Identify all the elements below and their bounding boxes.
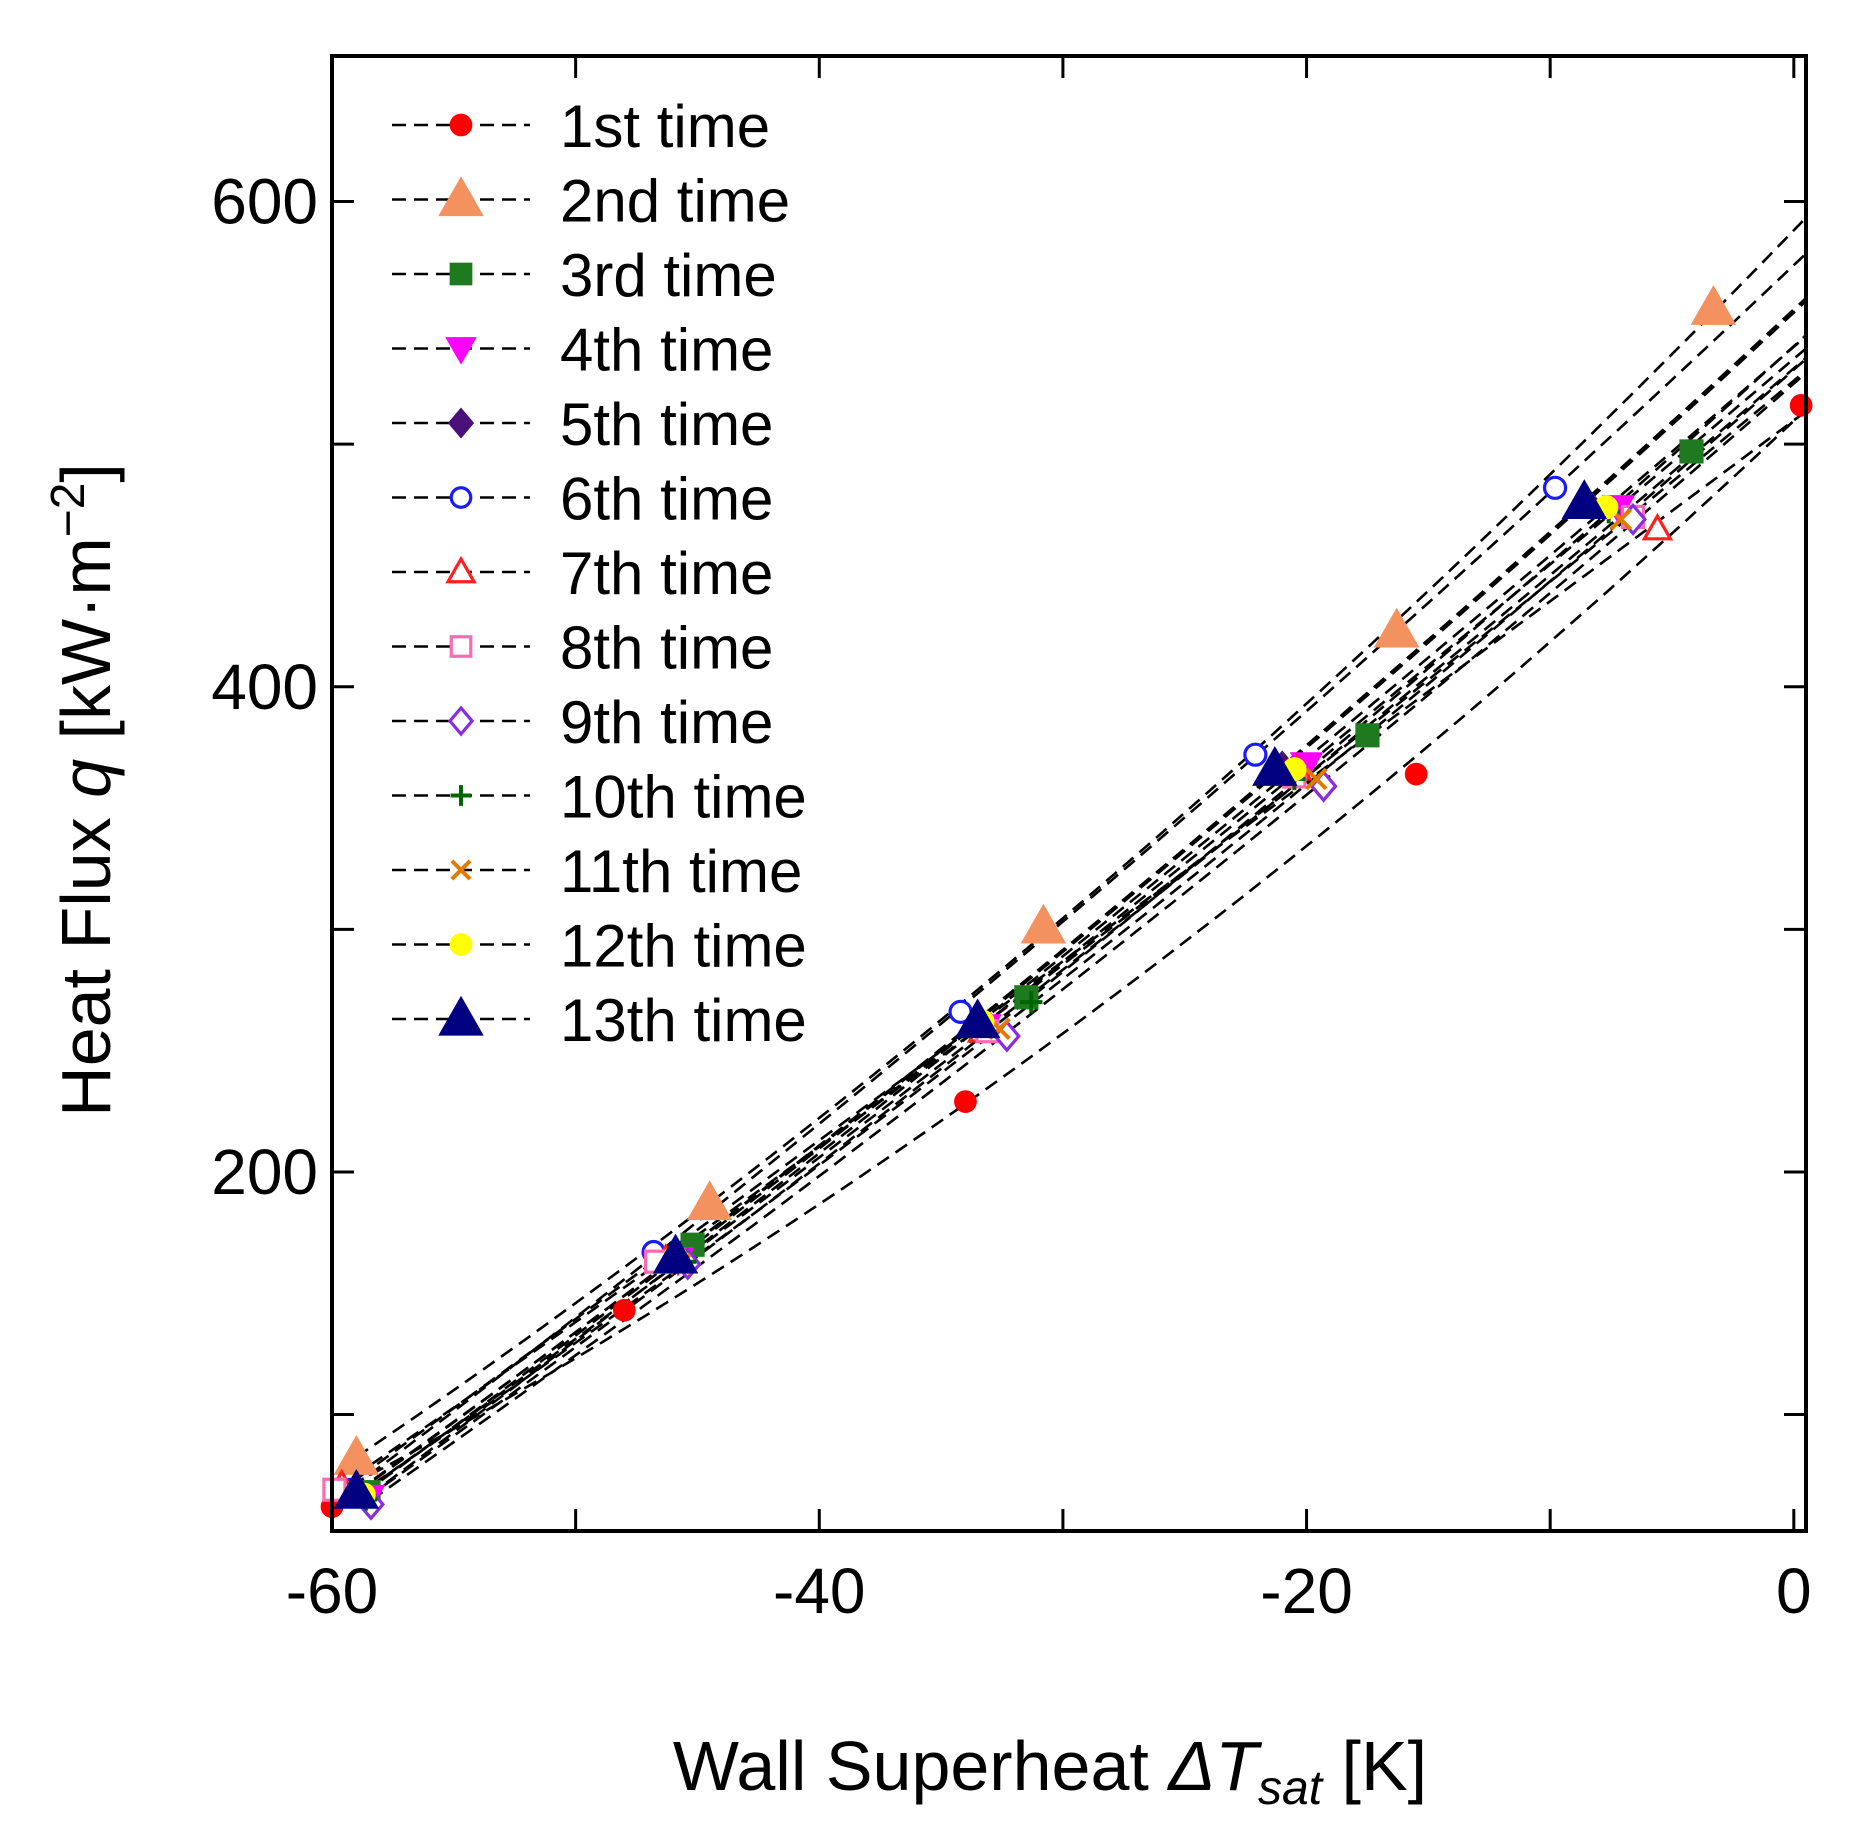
legend-label: 12th time [560,913,807,980]
data-point [450,859,472,881]
x-tick-label: -60 [286,1555,379,1627]
data-point [1404,762,1428,786]
data-point [449,486,473,509]
tick-labels: -60 -40 -20 0 200 400 600 [211,166,1811,1627]
legend-label: 7th time [560,540,773,607]
y-tick-label: 600 [211,166,318,238]
fit-line [333,369,1807,1491]
data-point [1561,479,1608,519]
fit-lines [331,216,1807,1502]
legend-label: 3rd time [560,242,777,309]
fit-line [355,297,1807,1494]
fit-line [355,357,1807,1497]
legend-label: 10th time [560,764,807,831]
legend: 1st time 2nd time 3rd time 4th time 5th time… [392,93,807,1054]
data-point [449,933,473,956]
data-point [1641,512,1674,541]
fit-line [350,252,1807,1490]
data-point [686,1180,733,1221]
fit-line [355,216,1807,1459]
legend-label: 9th time [560,689,773,756]
data-point [1252,746,1298,786]
data-point [1020,990,1043,1014]
legend-label: 4th time [560,317,773,384]
legend-item: 6th time [392,466,773,533]
x-tick-label: 0 [1776,1555,1812,1627]
data-point [1305,767,1328,791]
data-point [1243,742,1268,767]
legend-item: 2nd time [392,168,790,235]
data-point [652,1233,699,1274]
legend-item: 9th time [392,689,773,756]
data-point [333,1434,380,1475]
y-axis-label: Heat Flux q [kW·m−2] [42,463,125,1117]
y-tick-label: 400 [211,651,318,723]
data-point [447,407,475,439]
legend-item: 7th time [392,540,773,607]
data-point [1690,285,1737,325]
fit-line [370,371,1807,1502]
data-point [613,1298,636,1322]
legend-label: 13th time [560,987,807,1054]
legend-label: 1st time [560,93,770,160]
data-point [445,337,477,365]
legend-label: 8th time [560,615,773,682]
legend-item: 3rd time [392,242,777,309]
legend-label: 5th time [560,391,773,458]
legend-item: 11th time [392,838,802,905]
y-tick-label: 200 [211,1136,318,1208]
data-point [1020,903,1067,944]
legend-item: 10th time [392,764,807,831]
legend-item: 13th time [392,987,807,1054]
x-tick-label: -40 [773,1555,866,1627]
data-point [445,555,477,584]
data-point [1679,439,1704,464]
legend-item: 5th time [392,391,773,458]
axis-ticks [330,56,1806,1531]
legend-label: 2nd time [560,168,790,235]
data-point [450,785,472,806]
data-point [1542,475,1568,500]
fit-line [362,335,1807,1495]
data-point [438,995,484,1036]
plot-frame [330,54,1808,1533]
fit-line [367,356,1807,1490]
legend-label: 11th time [560,838,802,905]
data-point [1014,985,1039,1010]
legend-item: 4th time [392,317,773,384]
x-axis-label: Wall Superheat ΔTsat [K] [673,1727,1427,1815]
data-point [954,1090,977,1113]
data-point [449,262,473,286]
data-point [438,176,484,217]
data-point [1355,723,1380,748]
legend-item: 1st time [392,93,770,160]
x-tick-label: -20 [1260,1555,1353,1627]
data-point [333,1468,380,1509]
fit-line [331,408,1807,1497]
data-point [447,705,475,737]
fit-line [365,334,1807,1500]
data-markers [320,285,1813,1521]
data-point [449,113,473,137]
legend-item: 8th time [392,615,773,682]
legend-label: 6th time [560,466,773,533]
data-point [449,635,473,658]
legend-item: 12th time [392,913,807,980]
data-point [1373,607,1420,648]
fit-line [340,410,1807,1491]
data-point [954,998,1001,1039]
